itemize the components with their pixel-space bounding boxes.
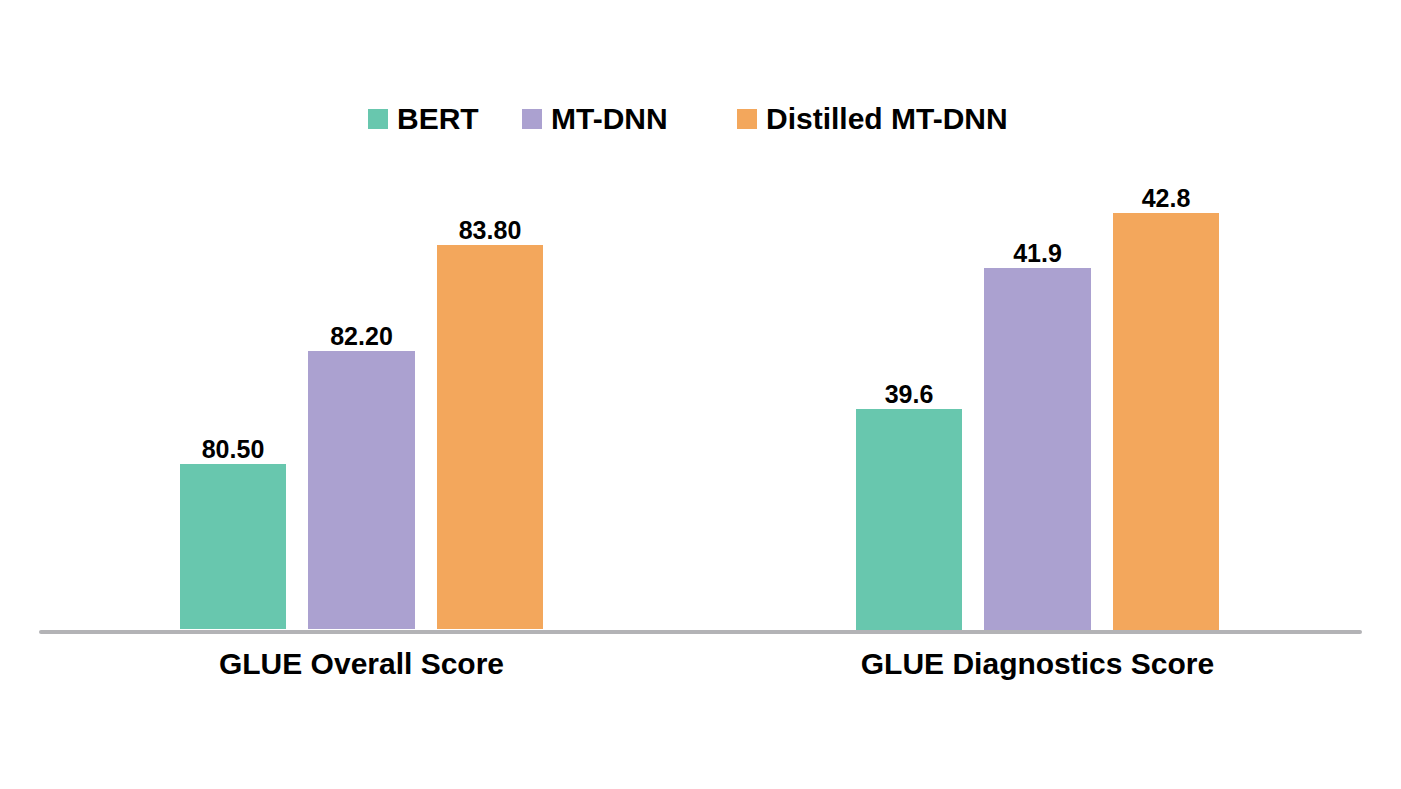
legend-label-distilled-mt-dnn: Distilled MT-DNN <box>766 104 1008 134</box>
value-label-distilled-mt-dnn-glue-overall: 83.80 <box>387 218 594 243</box>
bar-mt-dnn-glue-overall <box>308 351 415 629</box>
legend-swatch-distilled-mt-dnn <box>737 109 757 129</box>
legend-swatch-bert <box>368 109 388 129</box>
legend: BERT MT-DNN Distilled MT-DNN <box>0 104 1401 134</box>
legend-item-mt-dnn: MT-DNN <box>522 104 668 134</box>
value-label-bert-glue-diagnostics: 39.6 <box>806 382 1013 407</box>
value-label-distilled-mt-dnn-glue-diagnostics: 42.8 <box>1063 186 1270 211</box>
legend-item-bert: BERT <box>368 104 479 134</box>
category-label-glue-diagnostics: GLUE Diagnostics Score <box>788 649 1288 679</box>
category-label-glue-overall: GLUE Overall Score <box>112 649 612 679</box>
legend-label-bert: BERT <box>397 104 479 134</box>
value-label-mt-dnn-glue-overall: 82.20 <box>258 324 465 349</box>
bar-bert-glue-diagnostics <box>856 409 963 630</box>
legend-item-distilled-mt-dnn: Distilled MT-DNN <box>737 104 1008 134</box>
bar-distilled-mt-dnn-glue-overall <box>437 245 544 629</box>
legend-label-mt-dnn: MT-DNN <box>551 104 668 134</box>
x-axis-line <box>39 630 1362 634</box>
bar-distilled-mt-dnn-glue-diagnostics <box>1113 213 1220 630</box>
value-label-bert-glue-overall: 80.50 <box>130 437 337 462</box>
bar-chart: BERT MT-DNN Distilled MT-DNN 80.50 82.20… <box>0 0 1401 789</box>
legend-swatch-mt-dnn <box>522 109 542 129</box>
bar-mt-dnn-glue-diagnostics <box>984 268 1091 629</box>
bar-bert-glue-overall <box>180 464 287 630</box>
value-label-mt-dnn-glue-diagnostics: 41.9 <box>934 241 1141 266</box>
